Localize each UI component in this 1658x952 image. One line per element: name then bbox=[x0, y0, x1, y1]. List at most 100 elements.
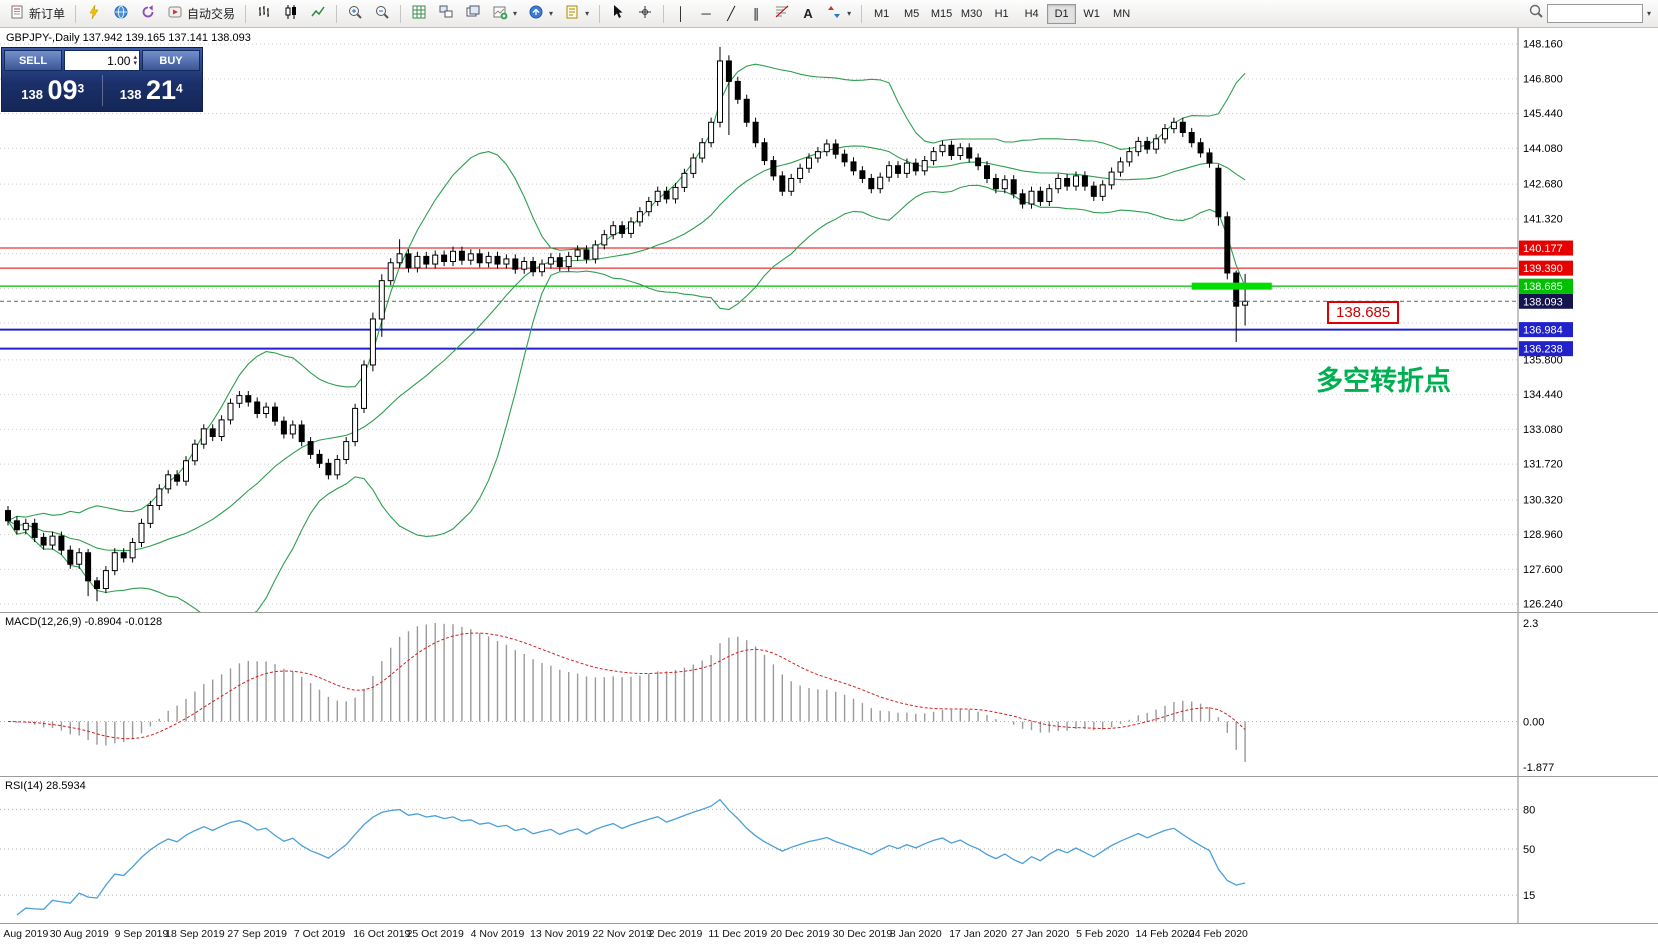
svg-text:145.440: 145.440 bbox=[1523, 108, 1563, 120]
buy-price[interactable]: 138 214 bbox=[101, 74, 201, 106]
symbol-search: ▾ bbox=[1528, 3, 1654, 24]
panel-splitter[interactable] bbox=[0, 776, 1658, 777]
date-label: 30 Dec 2019 bbox=[832, 928, 893, 940]
channel-tool-button[interactable]: ∥ bbox=[744, 3, 768, 25]
symbol-search-input[interactable] bbox=[1546, 4, 1643, 23]
volume-field[interactable]: 1.00 ▴ ▾ bbox=[64, 50, 140, 71]
buy-button[interactable]: BUY bbox=[142, 50, 200, 71]
date-label: 24 Feb 2020 bbox=[1188, 928, 1248, 940]
new-chart-button[interactable]: ▾ bbox=[487, 3, 522, 25]
timeframe-m5-button[interactable]: M5 bbox=[897, 4, 926, 24]
date-label: 5 Feb 2020 bbox=[1076, 928, 1130, 940]
svg-text:126.240: 126.240 bbox=[1523, 599, 1563, 611]
macd-panel: 2.3 0.00 -1.877 MACD(12,26,9) -0.8904 -0.0… bbox=[0, 613, 1658, 776]
crosshair-tool-button[interactable] bbox=[632, 3, 658, 25]
market-watch-button[interactable] bbox=[108, 3, 134, 25]
text-tool-button[interactable]: A bbox=[796, 3, 820, 25]
cursor-icon bbox=[610, 4, 626, 23]
timeframe-h1-button[interactable]: H1 bbox=[987, 4, 1016, 24]
macd-canvas[interactable]: 2.3 0.00 -1.877 bbox=[0, 613, 1658, 776]
date-label: 14 Feb 2020 bbox=[1135, 928, 1195, 940]
svg-text:136.238: 136.238 bbox=[1523, 344, 1563, 356]
panel-splitter[interactable] bbox=[0, 612, 1658, 613]
stepper-down-icon[interactable]: ▾ bbox=[133, 59, 137, 67]
zoom-out-button[interactable] bbox=[369, 3, 395, 25]
tile-windows-button[interactable] bbox=[433, 3, 459, 25]
svg-text:133.080: 133.080 bbox=[1523, 424, 1563, 436]
timeframe-m15-button[interactable]: M15 bbox=[927, 4, 956, 24]
new-order-icon bbox=[9, 4, 25, 23]
svg-text:148.160: 148.160 bbox=[1523, 39, 1563, 51]
svg-text:138.685: 138.685 bbox=[1523, 281, 1563, 293]
time-axis[interactable]: Aug 2019 30 Aug 2019 9 Sep 2019 18 Sep 2019… bbox=[0, 924, 1658, 948]
search-caret-icon[interactable]: ▾ bbox=[1646, 9, 1651, 18]
one-click-trading-panel: SELL 1.00 ▴ ▾ BUY 138 093 138 214 bbox=[1, 47, 203, 112]
indicators-list-button[interactable] bbox=[406, 3, 432, 25]
trendline-tool-button[interactable]: ╱ bbox=[719, 3, 743, 25]
timeframe-mn-button[interactable]: MN bbox=[1107, 4, 1136, 24]
candlestick-icon bbox=[283, 4, 299, 23]
cascade-windows-button[interactable] bbox=[460, 3, 486, 25]
rsi-label: RSI(14) 28.5934 bbox=[5, 780, 86, 792]
svg-text:128.960: 128.960 bbox=[1523, 529, 1563, 541]
svg-text:127.600: 127.600 bbox=[1523, 564, 1563, 576]
timeframe-d1-button[interactable]: D1 bbox=[1047, 3, 1077, 24]
sell-button[interactable]: SELL bbox=[4, 50, 62, 71]
toolbar-separator bbox=[336, 4, 338, 23]
price-chart-canvas[interactable]: 148.160 146.800 145.440 144.080 142.680 141.3… bbox=[0, 28, 1658, 623]
caret-down-icon: ▾ bbox=[847, 9, 852, 18]
timeframe-h4-button[interactable]: H4 bbox=[1017, 4, 1046, 24]
zoom-in-button[interactable] bbox=[342, 3, 368, 25]
one-click-trading-button[interactable] bbox=[81, 3, 107, 25]
arrows-tool-button[interactable]: ▾ bbox=[821, 3, 856, 25]
date-label: 2 Dec 2019 bbox=[648, 928, 703, 940]
volume-value: 1.00 bbox=[107, 53, 131, 68]
indicators-grid-icon bbox=[411, 4, 427, 23]
sell-price[interactable]: 138 093 bbox=[21, 74, 85, 105]
svg-text:140.177: 140.177 bbox=[1523, 243, 1563, 255]
caret-down-icon: ▾ bbox=[549, 9, 554, 18]
vertical-line-tool-button[interactable]: │ bbox=[669, 3, 693, 25]
timeframe-m30-button[interactable]: M30 bbox=[957, 4, 986, 24]
candlestick-chart-button[interactable] bbox=[278, 3, 304, 25]
horizontal-line-icon: ─ bbox=[701, 6, 711, 21]
fibonacci-tool-button[interactable] bbox=[769, 3, 795, 25]
new-order-label: 新订单 bbox=[29, 7, 66, 21]
refresh-button[interactable] bbox=[135, 3, 161, 25]
date-label: 20 Dec 2019 bbox=[770, 928, 830, 940]
line-chart-button[interactable] bbox=[305, 3, 331, 25]
refresh-icon bbox=[140, 4, 156, 23]
svg-text:138.093: 138.093 bbox=[1523, 296, 1563, 308]
date-label: 30 Aug 2019 bbox=[49, 928, 109, 940]
rsi-canvas[interactable]: 80 50 15 bbox=[0, 777, 1658, 923]
chart-note-text[interactable]: 多空转折点 bbox=[1316, 366, 1451, 396]
stepper-up-icon[interactable]: ▴ bbox=[133, 53, 137, 61]
volume-stepper[interactable]: ▴ ▾ bbox=[133, 53, 137, 67]
date-label: 11 Dec 2019 bbox=[708, 928, 768, 940]
cursor-tool-button[interactable] bbox=[605, 3, 631, 25]
toolbar-separator bbox=[599, 4, 601, 23]
date-label: 22 Nov 2019 bbox=[592, 928, 652, 940]
templates-button[interactable]: ▾ bbox=[559, 3, 594, 25]
crosshair-icon bbox=[637, 4, 653, 23]
lightning-icon bbox=[86, 4, 102, 23]
timeframe-w1-button[interactable]: W1 bbox=[1077, 4, 1106, 24]
new-order-button[interactable]: 新订单 bbox=[4, 3, 70, 25]
chart-profiles-button[interactable]: ▾ bbox=[523, 3, 558, 25]
auto-trading-button[interactable]: 自动交易 bbox=[162, 3, 240, 25]
svg-text:131.720: 131.720 bbox=[1523, 459, 1563, 471]
svg-text:139.390: 139.390 bbox=[1523, 263, 1563, 275]
svg-text:136.984: 136.984 bbox=[1523, 325, 1563, 337]
price-level-flag[interactable]: 138.685 bbox=[1327, 301, 1400, 324]
bar-chart-button[interactable] bbox=[251, 3, 277, 25]
tile-windows-icon bbox=[438, 4, 454, 23]
horizontal-line-tool-button[interactable]: ─ bbox=[694, 3, 718, 25]
svg-text:50: 50 bbox=[1523, 844, 1535, 856]
search-icon bbox=[1528, 3, 1544, 24]
rsi-panel: 80 50 15 RSI(14) 28.5934 bbox=[0, 777, 1658, 923]
macd-label: MACD(12,26,9) -0.8904 -0.0128 bbox=[5, 616, 163, 628]
toolbar-separator bbox=[663, 4, 665, 23]
timeframe-m1-button[interactable]: M1 bbox=[867, 4, 896, 24]
main-toolbar: 新订单 自动交易 ▾ ▾ ▾ │ ─ ╱ ∥ A ▾ M1 M5 M15 M30… bbox=[0, 0, 1658, 28]
svg-text:146.800: 146.800 bbox=[1523, 73, 1563, 85]
